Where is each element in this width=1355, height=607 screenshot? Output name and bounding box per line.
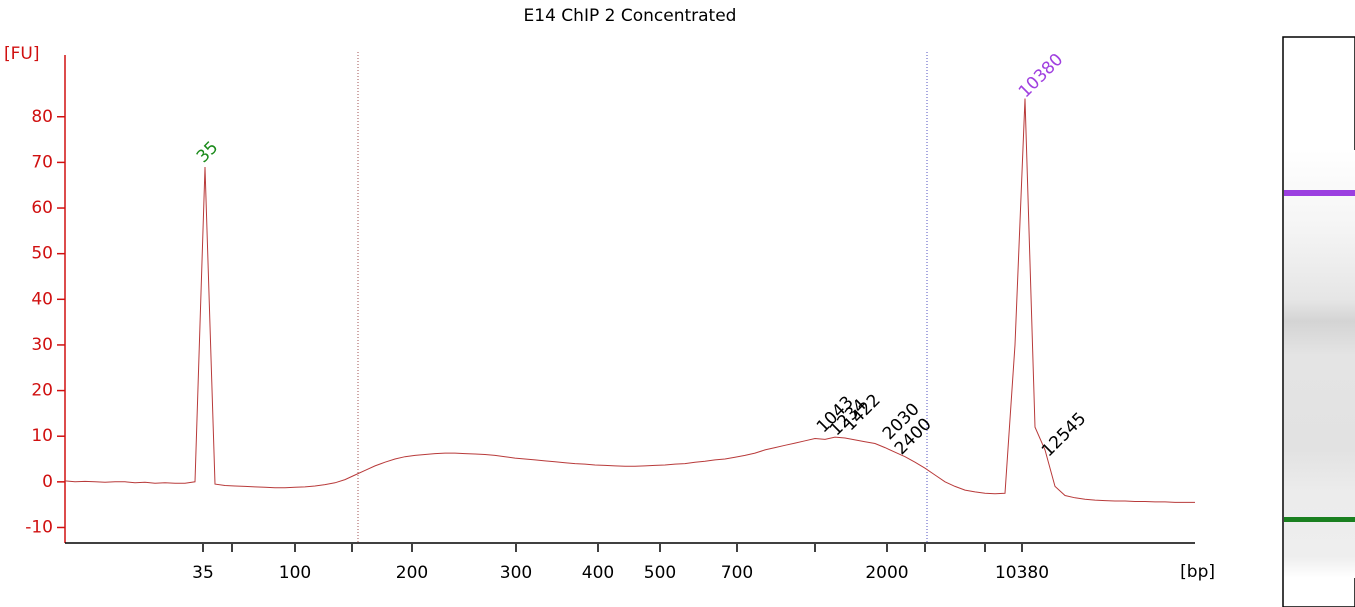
peak-label: 10380 (1015, 50, 1067, 102)
x-tick-label: 700 (721, 563, 753, 583)
y-tick-label: 50 (31, 244, 53, 264)
x-tick-label: 10380 (995, 563, 1049, 583)
x-tick-label: 2000 (865, 563, 908, 583)
gel-lane (1282, 36, 1355, 607)
x-tick-label: 400 (582, 563, 614, 583)
y-tick-label: 70 (31, 152, 53, 172)
x-axis-label: [bp] (1180, 562, 1215, 582)
peak-label: 12545 (1038, 409, 1090, 461)
y-tick-label: 30 (31, 335, 53, 355)
x-tick-label: 300 (500, 563, 532, 583)
trace (64, 98, 1195, 503)
y-tick-label: 10 (31, 426, 53, 446)
chart-title: E14 ChIP 2 Concentrated (524, 6, 737, 26)
peak-label: 35 (193, 138, 222, 167)
y-tick-label: 20 (31, 381, 53, 401)
y-tick-label: 80 (31, 107, 53, 127)
x-tick-label: 100 (279, 563, 311, 583)
x-tick-label: 500 (644, 563, 676, 583)
y-axis-label: [FU] (4, 44, 40, 64)
x-tick-label: 200 (396, 563, 428, 583)
y-tick-label: 0 (42, 472, 53, 492)
x-tick-label: 35 (192, 563, 214, 583)
y-tick-label: 40 (31, 289, 53, 309)
y-tick-label: -10 (25, 517, 53, 537)
y-tick-label: 60 (31, 198, 53, 218)
